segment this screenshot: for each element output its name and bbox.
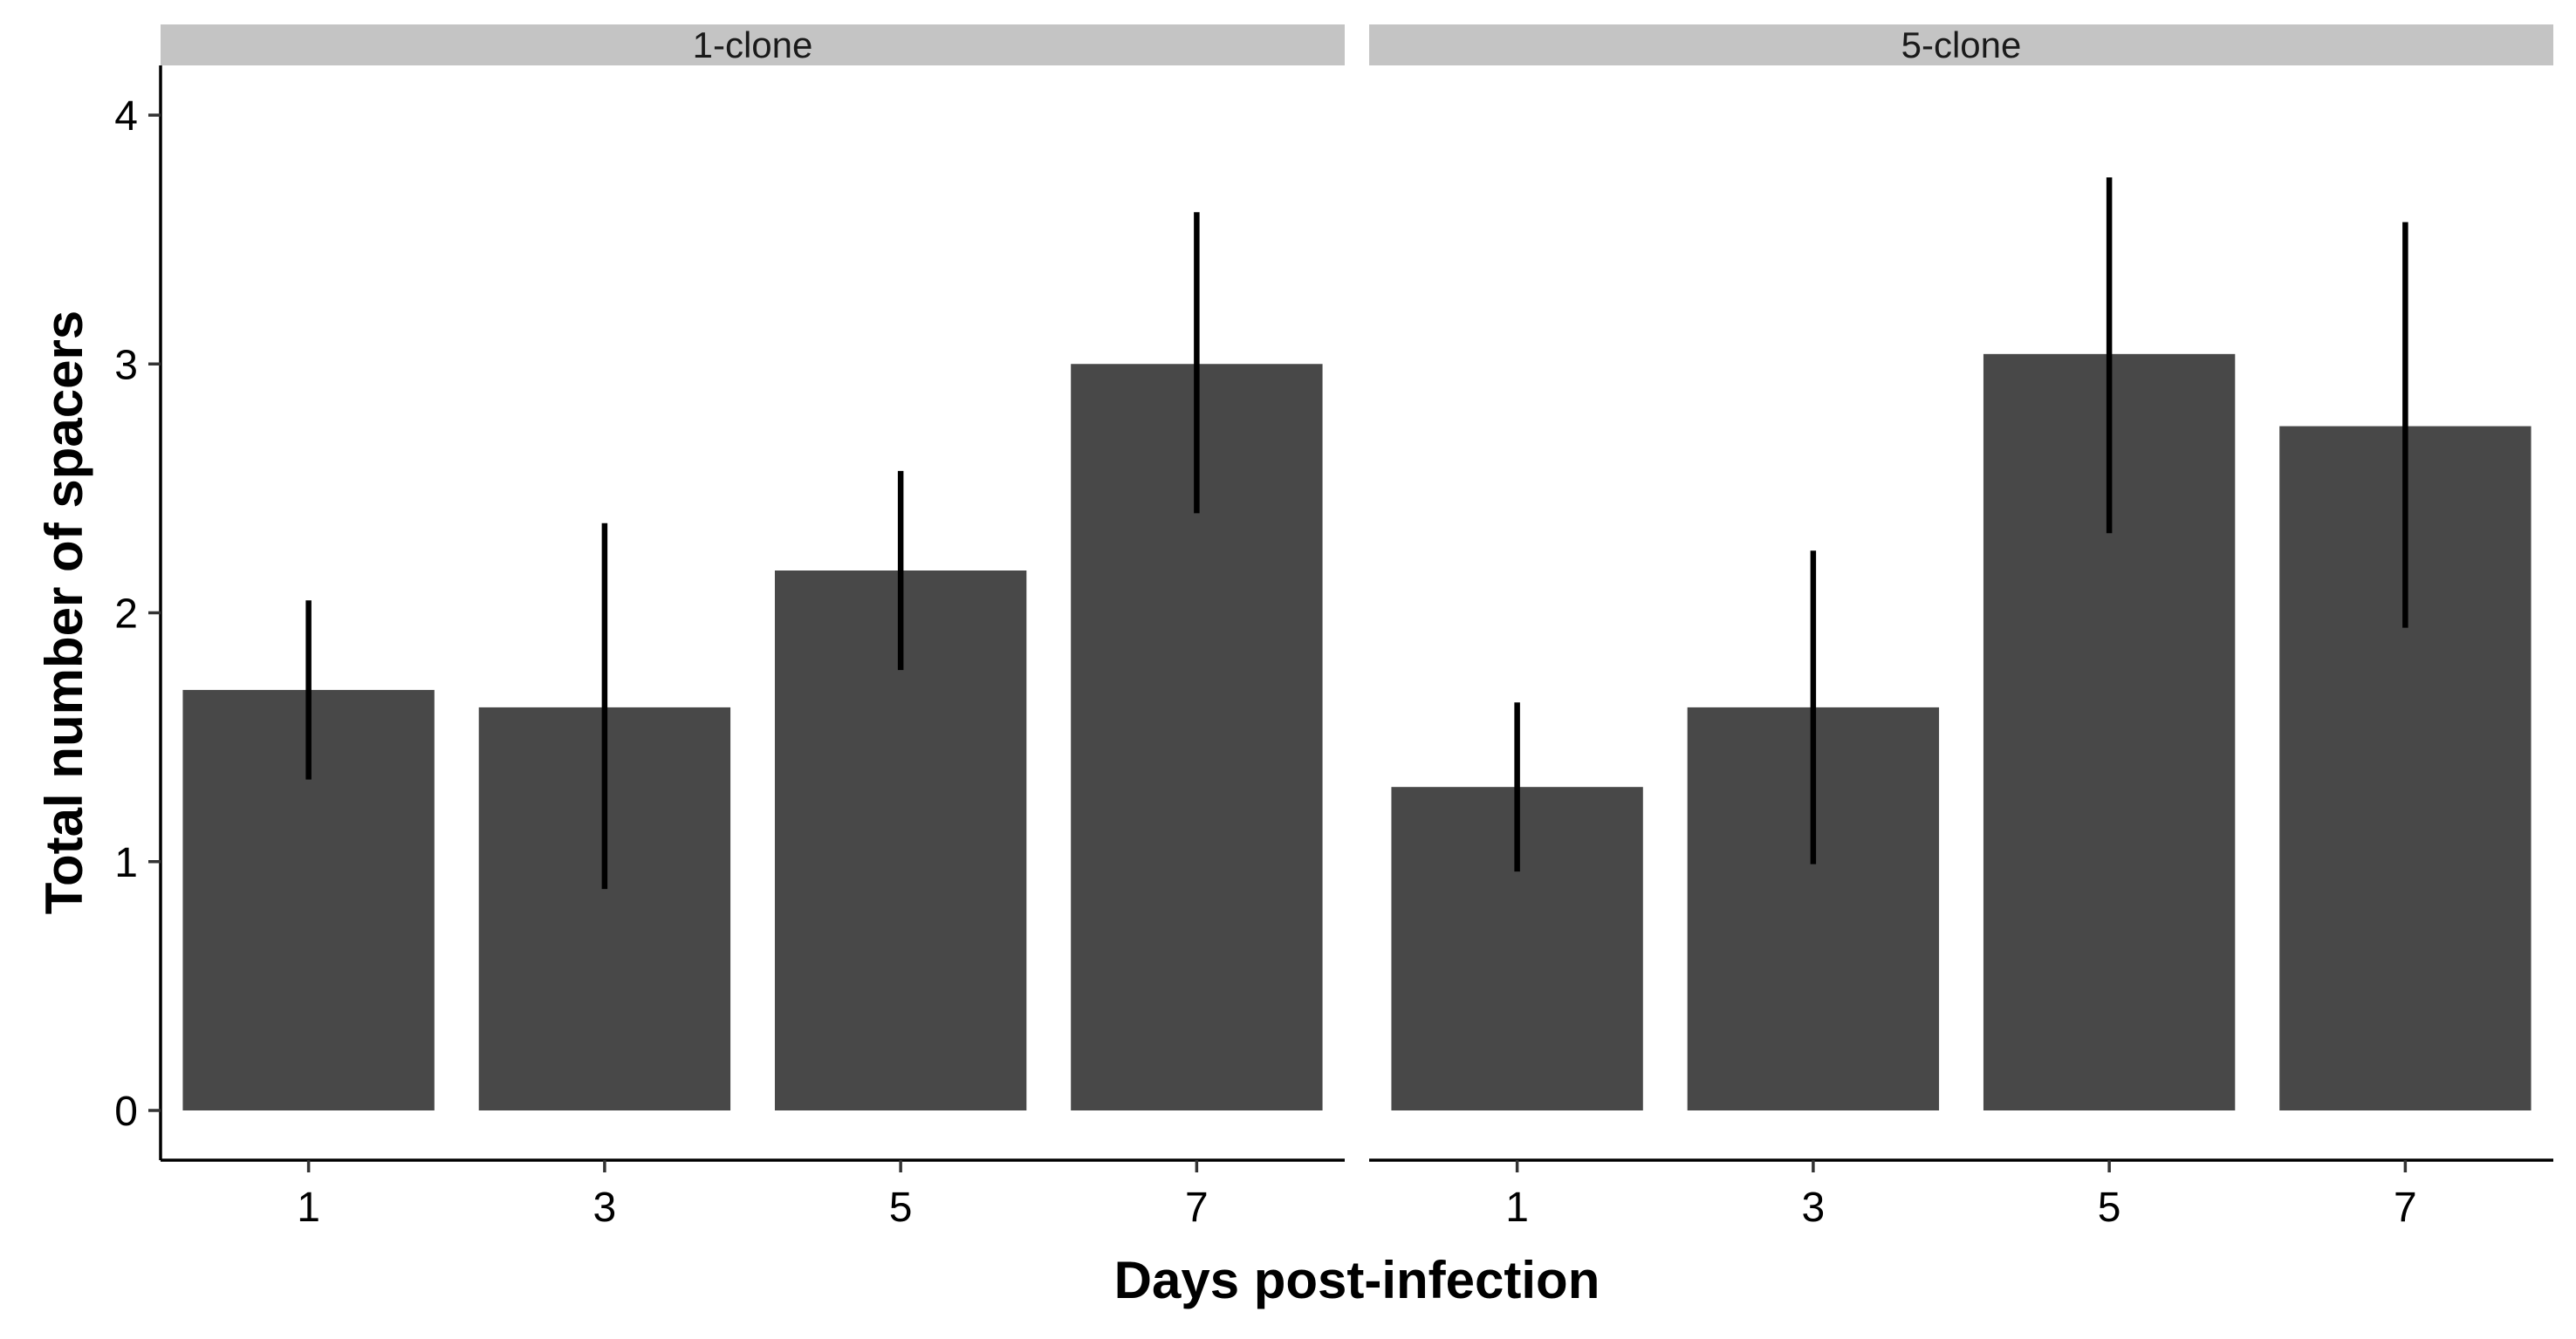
y-tick-label: 3 <box>114 342 138 388</box>
x-axis-title: Days post-infection <box>1114 1251 1600 1309</box>
x-tick-label: 7 <box>1185 1185 1209 1231</box>
x-tick-label: 1 <box>1505 1185 1529 1231</box>
facet-label-1: 1-clone <box>693 24 813 65</box>
y-tick-label: 2 <box>114 591 138 638</box>
facet-strip-1 <box>161 24 1345 65</box>
facet-label-2: 5-clone <box>1901 24 2022 65</box>
y-tick-label: 0 <box>114 1089 138 1135</box>
facet-strip-2 <box>1369 24 2553 65</box>
x-tick-label: 5 <box>889 1185 913 1231</box>
chart-marks: 1 3 5 7 1 3 5 7 <box>182 177 2531 1231</box>
x-tick-label: 1 <box>297 1185 320 1231</box>
x-tick-label: 3 <box>593 1185 617 1231</box>
y-tick-label: 4 <box>114 93 138 140</box>
x-tick-label: 7 <box>2394 1185 2417 1231</box>
y-axis-title: Total number of spacers <box>35 311 93 914</box>
y-tick-label: 1 <box>114 840 138 886</box>
x-tick-label: 5 <box>2098 1185 2121 1231</box>
y-axis-ticks: 0 1 2 3 4 <box>114 93 161 1135</box>
x-tick-label: 3 <box>1802 1185 1826 1231</box>
